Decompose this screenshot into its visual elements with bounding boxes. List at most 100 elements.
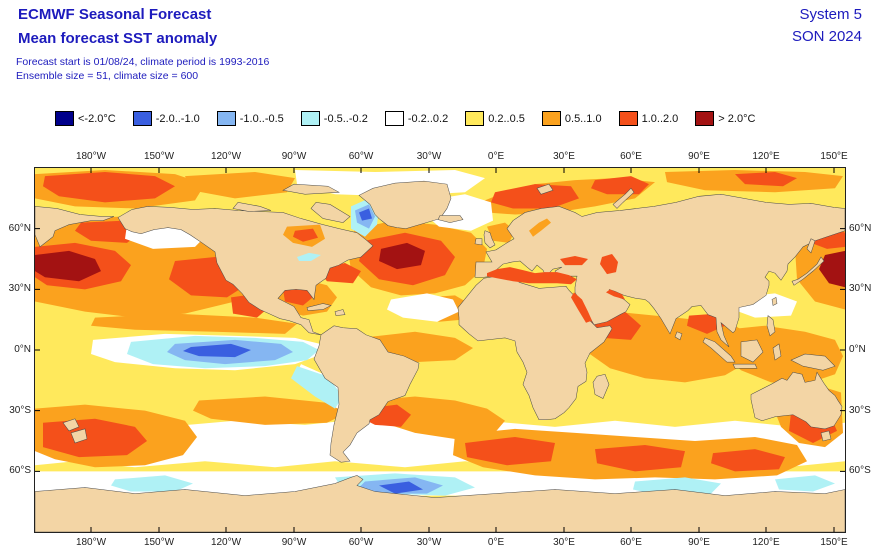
legend-item: <-2.0°C (55, 111, 116, 126)
new-guinea (790, 353, 836, 371)
persian-gulf (606, 289, 625, 300)
lat-tick-label: 60°S (849, 465, 871, 476)
legend-label: 0.5..1.0 (564, 112, 602, 125)
lon-tick-label: 90°W (281, 537, 307, 548)
lat-tick-label: 0°N (14, 344, 31, 355)
legend-label: -0.2..0.2 (407, 112, 449, 125)
lon-tick-label: 150°W (143, 151, 175, 162)
legend-swatch (541, 111, 561, 126)
baffin-island (310, 202, 351, 223)
hispaniola (334, 309, 346, 316)
lon-tick-label: 60°W (348, 537, 374, 548)
ireland (474, 238, 483, 246)
cool-20-10-regions (183, 208, 423, 494)
legend-label: -2.0..-1.0 (155, 112, 200, 125)
sst-anomaly-map (35, 168, 845, 532)
lon-tick-label: 30°E (553, 151, 575, 162)
lon-tick-label: 90°W (281, 151, 307, 162)
world-map (34, 167, 846, 533)
legend-swatch (216, 111, 236, 126)
victoria-island (232, 202, 272, 212)
lon-tick-label: 120°W (210, 537, 242, 548)
legend-item: > 2.0°C (695, 111, 755, 126)
ensemble-info-line: Ensemble size = 51, climate size = 600 (16, 70, 199, 82)
lon-tick-label: 180°W (75, 537, 107, 548)
legend-item: 1.0..2.0 (618, 111, 679, 126)
red-sea (571, 292, 592, 323)
australia (750, 371, 843, 430)
lon-tick-label: 60°W (348, 151, 374, 162)
legend-item: -0.2..0.2 (384, 111, 449, 126)
legend-swatch (300, 111, 320, 126)
color-legend: <-2.0°C -2.0..-1.0 -1.0..-0.5 -0.5..-0.2… (55, 111, 755, 126)
philippines (766, 315, 776, 337)
lat-tick-label: 0°N (849, 344, 866, 355)
lat-tick-label: 60°S (9, 465, 31, 476)
legend-swatch (55, 111, 74, 126)
legend-label: -0.5..-0.2 (323, 112, 368, 125)
tasmania (820, 430, 832, 442)
lat-tick-label: 30°N (849, 283, 872, 294)
legend-swatch (132, 111, 152, 126)
legend-swatch (384, 111, 404, 126)
lon-tick-label: 30°W (416, 151, 442, 162)
legend-label: <-2.0°C (78, 112, 116, 125)
lon-tick-label: 90°E (688, 537, 710, 548)
legend-item: 0.5..1.0 (541, 111, 602, 126)
lon-tick-label: 150°E (820, 537, 848, 548)
mediterranean-sea (487, 267, 577, 285)
lon-tick-label: 90°E (688, 151, 710, 162)
lon-tick-label: 180°W (75, 151, 107, 162)
java (732, 363, 758, 369)
cuba (306, 303, 332, 311)
warm-gt20-regions (35, 242, 845, 288)
novaya-zemlya (612, 187, 635, 209)
lon-tick-label: 120°E (752, 151, 780, 162)
inland-seas-layer (283, 218, 625, 323)
lon-tick-label: 150°E (820, 151, 848, 162)
sulawesi (772, 343, 782, 361)
south-america (313, 325, 420, 463)
northeast-siberia (35, 206, 115, 248)
legend-label: 1.0..2.0 (641, 112, 679, 125)
antarctica (35, 475, 845, 532)
lat-tick-label: 60°N (849, 223, 872, 234)
legend-item: -1.0..-0.5 (216, 111, 284, 126)
lat-tick-label: 30°S (9, 405, 31, 416)
iceland (437, 215, 464, 223)
lon-tick-label: 30°W (416, 537, 442, 548)
lat-tick-label: 60°N (8, 223, 31, 234)
lon-tick-label: 120°W (210, 151, 242, 162)
graticule-ticks (35, 168, 845, 532)
forecast-info-line: Forecast start is 01/08/24, climate peri… (16, 56, 270, 68)
baltic-sea (529, 218, 551, 237)
lat-tick-label: 30°S (849, 405, 871, 416)
new-zealand-south (70, 428, 88, 444)
land-layer (35, 180, 845, 532)
lon-tick-label: 150°W (143, 537, 175, 548)
lat-tick-label: 30°N (8, 283, 31, 294)
ellesmere-island (282, 183, 340, 195)
hudson-bay-core (293, 228, 318, 242)
africa (457, 274, 613, 421)
taiwan (771, 297, 778, 306)
legend-swatch (695, 111, 715, 126)
system-label: System 5 (799, 6, 862, 23)
lon-tick-label: 0°E (487, 537, 505, 548)
svalbard (536, 183, 554, 195)
lon-tick-label: 30°E (553, 537, 575, 548)
legend-item: -2.0..-1.0 (132, 111, 200, 126)
sri-lanka (674, 331, 683, 341)
caspian-sea (600, 253, 618, 275)
lon-tick-label: 120°E (752, 537, 780, 548)
page-subtitle: Mean forecast SST anomaly (18, 30, 218, 47)
black-sea (560, 255, 588, 266)
page-title: ECMWF Seasonal Forecast (18, 6, 212, 23)
legend-item: 0.2..0.5 (465, 111, 525, 126)
legend-label: > 2.0°C (718, 112, 756, 125)
new-zealand (62, 418, 80, 432)
lon-tick-label: 60°E (620, 151, 642, 162)
great-britain (483, 230, 496, 249)
sakhalin (806, 238, 816, 254)
